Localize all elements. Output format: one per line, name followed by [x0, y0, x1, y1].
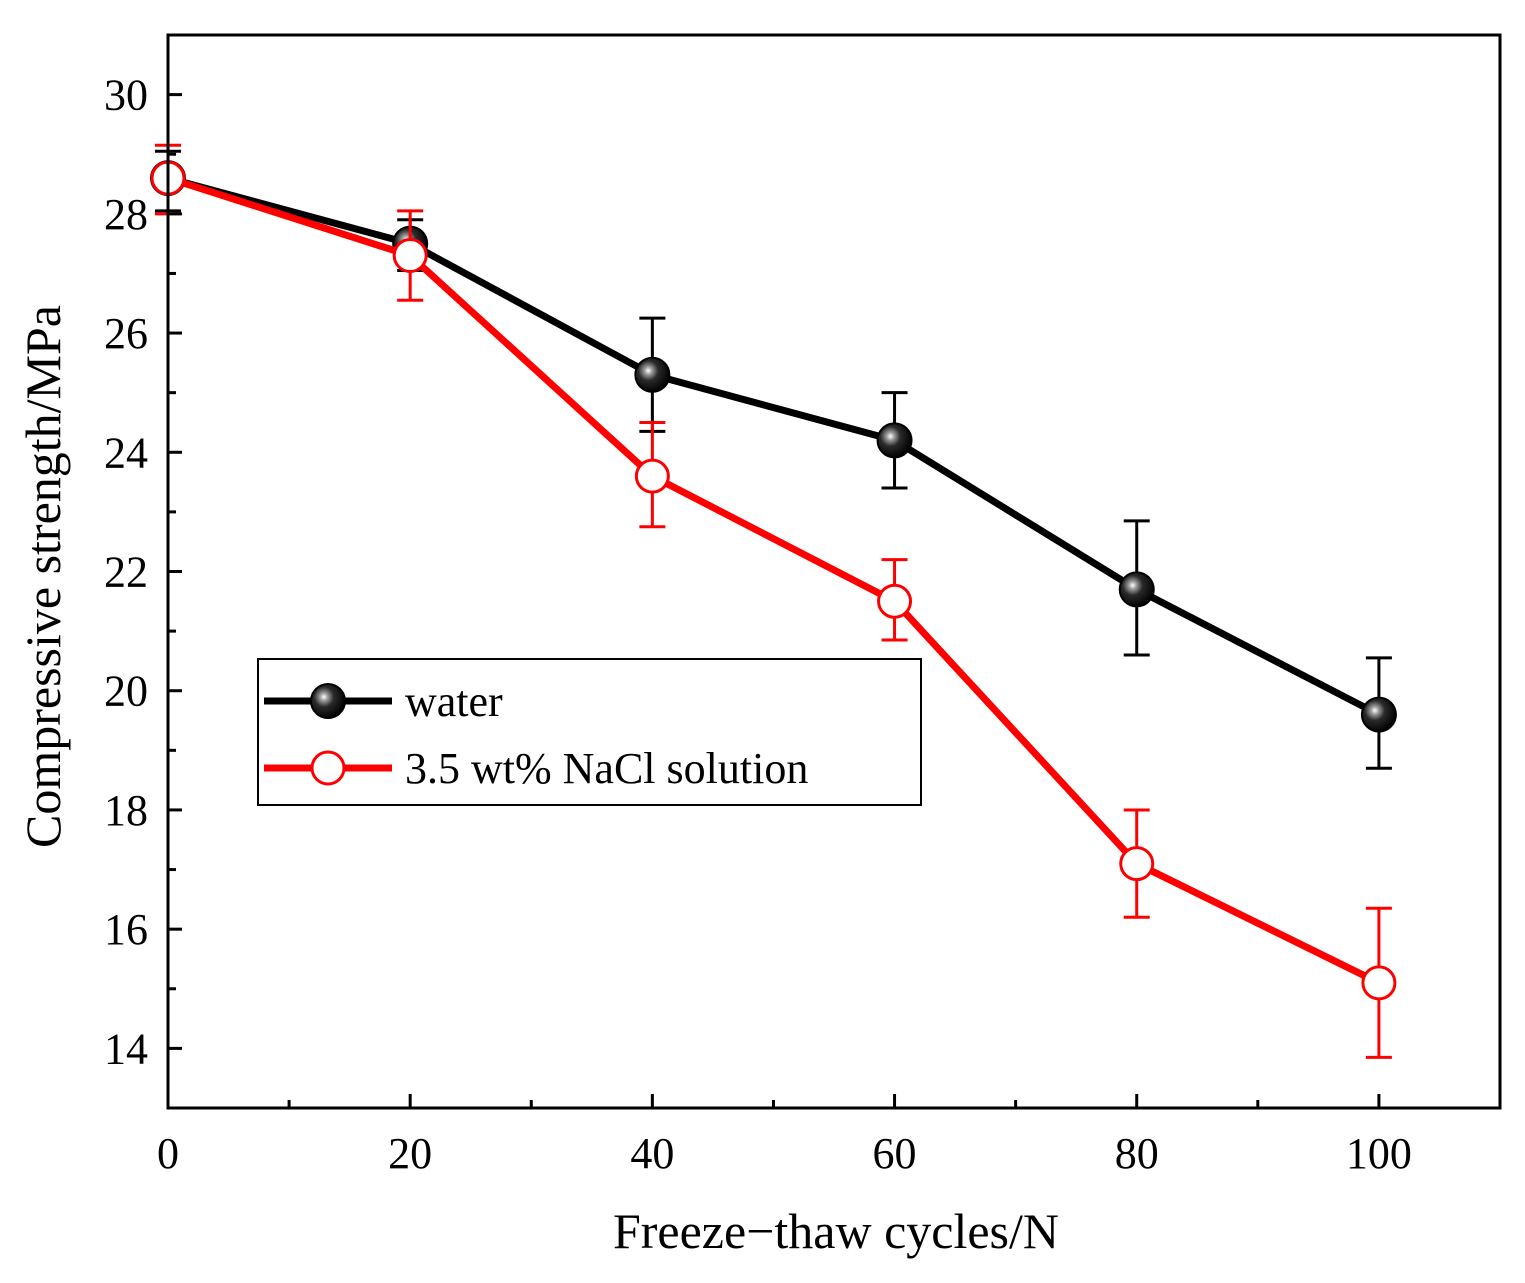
series-1	[150, 143, 1397, 1059]
y-tick-label: 18	[104, 786, 148, 835]
data-point	[1119, 846, 1155, 882]
data-point	[392, 238, 428, 274]
y-tick-label: 26	[104, 309, 148, 358]
data-point	[876, 422, 913, 459]
data-point	[634, 356, 671, 393]
y-tick-label: 24	[104, 428, 148, 477]
legend-label: 3.5 wt% NaCl solution	[405, 744, 808, 793]
series-line	[166, 174, 1381, 986]
y-axis-title: Compressive strength/MPa	[15, 305, 71, 848]
y-tick-label: 14	[104, 1024, 148, 1073]
data-point	[1118, 571, 1155, 608]
data-point	[1360, 696, 1397, 733]
series-0	[150, 149, 1397, 770]
x-tick-label: 40	[630, 1129, 674, 1178]
y-tick-label: 30	[104, 71, 148, 120]
axes: 0 20 40 60 80 100 14 16 18 20 22 24 26 28 30 Freeze−tha…	[15, 33, 1502, 1259]
x-tick-label: 20	[388, 1129, 432, 1178]
legend-box	[257, 658, 922, 806]
y-tick-label: 28	[104, 190, 148, 239]
y-tick-label: 22	[104, 548, 148, 597]
series-line	[167, 174, 1381, 718]
x-axis-title: Freeze−thaw cycles/N	[613, 1203, 1059, 1259]
data-point	[1361, 965, 1397, 1001]
y-tick-label: 20	[104, 667, 148, 716]
legend: water 3.5 wt% NaCl solution	[257, 658, 922, 806]
legend-marker	[310, 750, 346, 786]
data-point	[877, 583, 913, 619]
legend-marker	[310, 683, 346, 719]
data-point	[634, 458, 670, 494]
plot-area	[150, 143, 1397, 1059]
x-tick-label: 0	[157, 1129, 179, 1178]
x-tick-label: 80	[1115, 1129, 1159, 1178]
x-tick-label: 60	[873, 1129, 917, 1178]
y-tick-label: 16	[104, 905, 148, 954]
x-tick-label: 100	[1346, 1129, 1412, 1178]
legend-label: water	[405, 677, 503, 726]
